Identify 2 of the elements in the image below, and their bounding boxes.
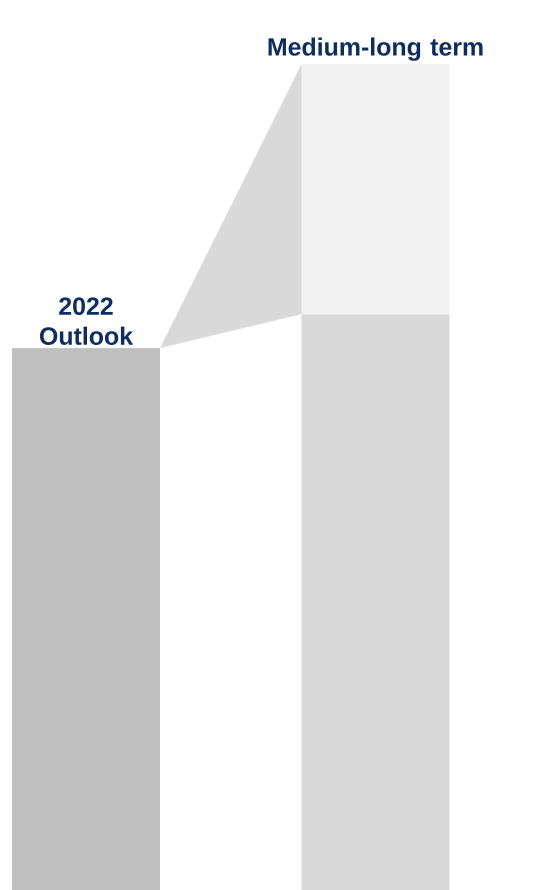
x-tick-label: Medium-long term — [268, 37, 483, 61]
x-tick-label: 2022 Outlook — [40, 297, 134, 345]
